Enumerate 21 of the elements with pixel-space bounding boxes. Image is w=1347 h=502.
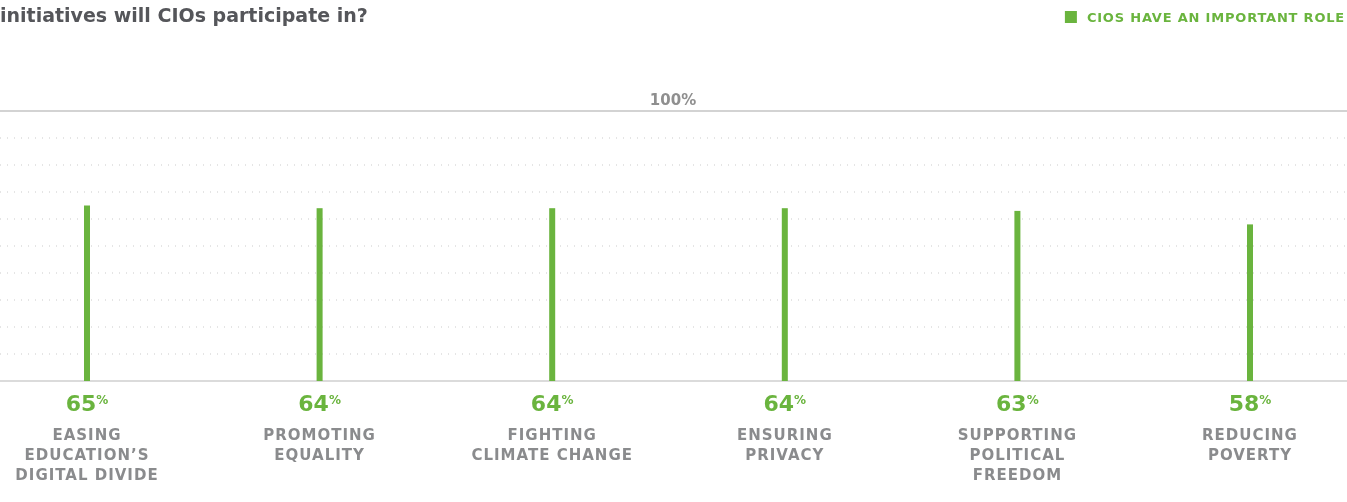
bar xyxy=(84,205,90,381)
data-label: 63$^{%}$ xyxy=(996,391,1039,416)
data-label: 64$^{%}$ xyxy=(763,391,807,416)
legend-label: CIOS HAVE AN IMPORTANT ROLE xyxy=(1086,10,1345,25)
bar xyxy=(781,208,788,381)
data-label: 65$^{%}$ xyxy=(65,391,109,416)
ref-line-label: 100% xyxy=(649,91,697,109)
x-tick-label: PROMOTING EQUALITY xyxy=(263,426,376,464)
x-tick-label: SUPPORTING POLITICAL FREEDOM xyxy=(957,426,1078,484)
data-label: 64$^{%}$ xyxy=(298,391,341,416)
x-tick-label: REDUCING POVERTY xyxy=(1202,426,1298,464)
bar xyxy=(1247,224,1253,381)
bar xyxy=(316,208,323,381)
bar xyxy=(1014,210,1021,381)
chart-title: initiatives will CIOs participate in? xyxy=(0,4,368,26)
x-tick-label: FIGHTING CLIMATE CHANGE xyxy=(471,426,633,464)
data-label: 58$^{%}$ xyxy=(1228,391,1272,416)
x-tick-label: ENSURING PRIVACY xyxy=(736,426,833,464)
x-tick-label: EASING EDUCATION’S DIGITAL DIVIDE xyxy=(15,426,159,484)
bar xyxy=(549,208,556,381)
data-label: 64$^{%}$ xyxy=(530,391,574,416)
